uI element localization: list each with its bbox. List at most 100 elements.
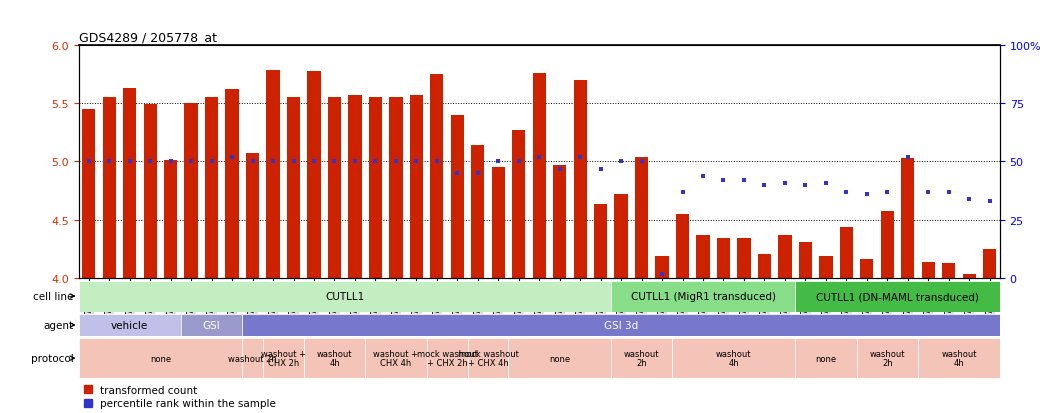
Bar	[79, 314, 181, 337]
Point	[572, 154, 588, 161]
Text: none: none	[150, 354, 171, 363]
Point	[653, 271, 670, 278]
Point	[510, 159, 527, 166]
Bar	[304, 339, 365, 378]
Point	[736, 178, 753, 184]
Text: washout
4h: washout 4h	[941, 349, 977, 368]
Bar	[205, 98, 218, 279]
Bar	[594, 204, 607, 279]
Bar	[655, 256, 669, 279]
Bar	[795, 281, 1000, 312]
Bar	[795, 339, 856, 378]
Point	[531, 154, 548, 161]
Bar	[266, 71, 280, 279]
Bar	[164, 161, 177, 279]
Point	[940, 189, 957, 196]
Point	[777, 180, 794, 186]
Text: mock washout
+ CHX 4h: mock washout + CHX 4h	[458, 349, 518, 368]
Point	[306, 159, 322, 166]
Point	[101, 159, 117, 166]
Bar	[409, 95, 423, 279]
Text: none: none	[549, 354, 571, 363]
Text: washout
4h: washout 4h	[316, 349, 352, 368]
Bar	[861, 259, 873, 279]
Bar	[778, 235, 792, 279]
Text: GSI: GSI	[203, 320, 221, 330]
Point	[265, 159, 282, 166]
Bar	[819, 256, 832, 279]
Text: washout +
CHX 4h: washout + CHX 4h	[374, 349, 419, 368]
Bar	[103, 98, 116, 279]
Bar	[308, 72, 320, 279]
Bar	[509, 339, 610, 378]
Bar	[983, 249, 997, 279]
Point	[490, 159, 507, 166]
Text: washout 2h: washout 2h	[228, 354, 277, 363]
Bar	[82, 109, 95, 279]
Point	[756, 182, 773, 189]
Point	[121, 159, 138, 166]
Point	[244, 159, 261, 166]
Bar	[856, 339, 918, 378]
Text: GDS4289 / 205778_at: GDS4289 / 205778_at	[79, 31, 217, 44]
Bar	[124, 89, 136, 279]
Bar	[450, 115, 464, 279]
Point	[183, 159, 200, 166]
Text: CUTLL1 (DN-MAML transduced): CUTLL1 (DN-MAML transduced)	[816, 291, 979, 301]
Bar	[610, 339, 672, 378]
Point	[469, 171, 486, 177]
Bar	[349, 95, 361, 279]
Text: none: none	[816, 354, 837, 363]
Bar	[426, 339, 468, 378]
Bar	[717, 238, 730, 279]
Bar	[901, 159, 914, 279]
Bar	[610, 281, 795, 312]
Point	[387, 159, 404, 166]
Bar	[758, 254, 771, 279]
Bar	[389, 98, 402, 279]
Point	[633, 159, 650, 166]
Text: mock washout
+ CHX 2h: mock washout + CHX 2h	[417, 349, 477, 368]
Bar	[634, 157, 648, 279]
Point	[449, 171, 466, 177]
Bar	[672, 339, 795, 378]
Bar	[225, 90, 239, 279]
Bar	[328, 98, 341, 279]
Point	[859, 192, 875, 198]
Point	[674, 189, 691, 196]
Text: CUTLL1: CUTLL1	[325, 291, 364, 301]
Text: washout
2h: washout 2h	[624, 349, 660, 368]
Bar	[799, 242, 812, 279]
Bar	[942, 263, 955, 279]
Bar	[840, 228, 853, 279]
Point	[408, 159, 425, 166]
Text: washout
4h: washout 4h	[716, 349, 752, 368]
Bar	[737, 238, 751, 279]
Bar	[492, 168, 505, 279]
Bar	[246, 154, 260, 279]
Bar	[369, 98, 382, 279]
Point	[428, 159, 445, 166]
Point	[961, 196, 978, 203]
Point	[367, 159, 384, 166]
Bar	[468, 339, 509, 378]
Bar	[615, 195, 628, 279]
Bar	[676, 215, 689, 279]
Legend: transformed count, percentile rank within the sample: transformed count, percentile rank withi…	[84, 385, 276, 408]
Bar	[79, 281, 610, 312]
Point	[694, 173, 711, 179]
Bar	[881, 211, 894, 279]
Bar	[512, 131, 526, 279]
Bar	[696, 235, 710, 279]
Bar	[918, 339, 1000, 378]
Text: GSI 3d: GSI 3d	[604, 320, 639, 330]
Bar	[574, 81, 586, 279]
Point	[838, 189, 854, 196]
Bar	[242, 339, 263, 378]
Point	[981, 199, 998, 205]
Bar	[181, 314, 242, 337]
Point	[899, 154, 916, 161]
Text: cell line: cell line	[32, 291, 73, 301]
Text: protocol: protocol	[30, 353, 73, 363]
Text: washout
2h: washout 2h	[869, 349, 905, 368]
